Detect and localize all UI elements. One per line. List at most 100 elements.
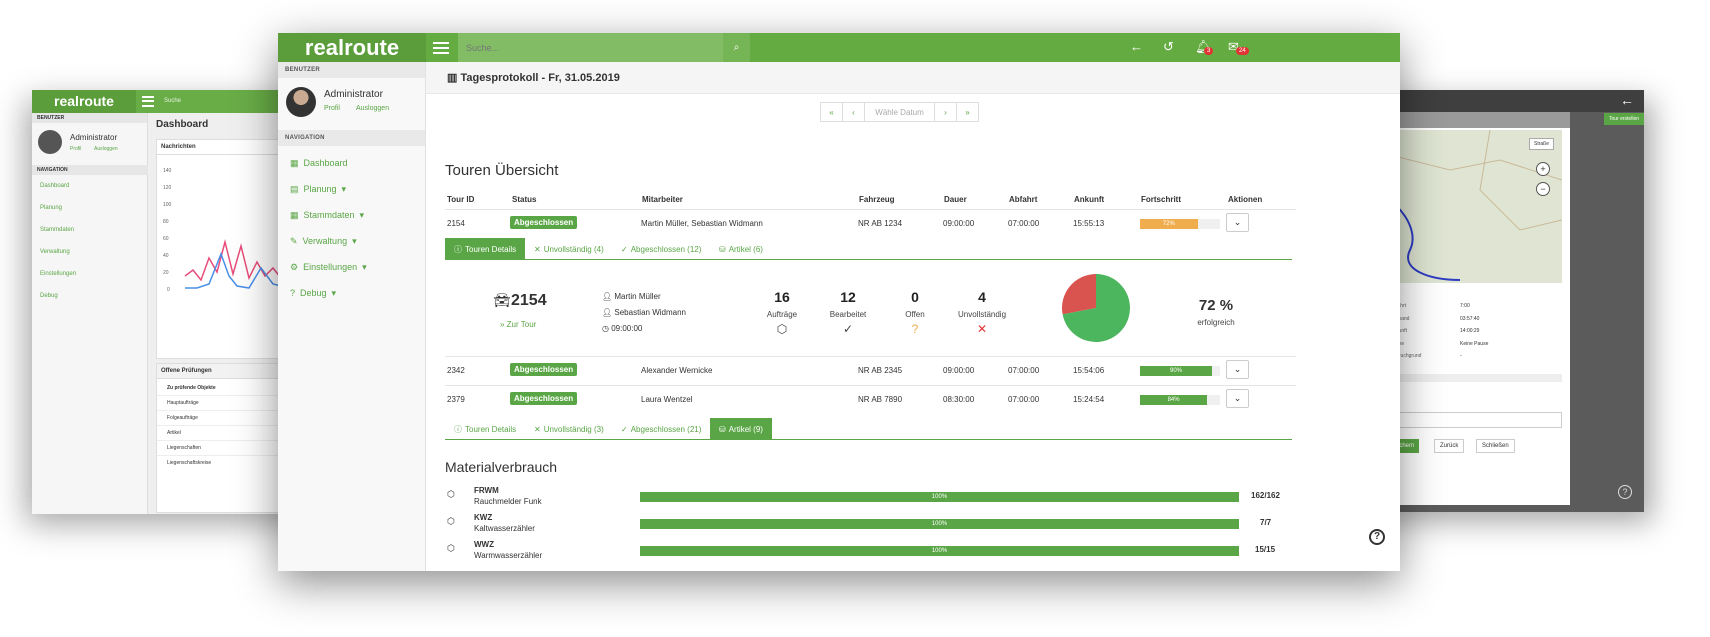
page-title-text: Tagesprotokoll - Fr, 31.05.2019 — [460, 72, 620, 84]
tab-completed[interactable]: ✓ Abgeschlossen (21) — [612, 418, 710, 440]
col-header: Fortschritt — [1141, 195, 1181, 204]
search-icon[interactable]: ⌕ — [723, 33, 750, 62]
progress-fill: 72% — [1140, 219, 1198, 229]
history-icon[interactable]: ↺ — [1163, 39, 1174, 54]
pie-slice-success — [1062, 274, 1130, 342]
check-item[interactable]: Hauptaufträge — [157, 395, 331, 410]
back-arrow-icon[interactable]: ← — [1620, 92, 1634, 108]
tab-incomplete[interactable]: ✕ Unvollständig (3) — [525, 418, 613, 440]
sidebar-item-label: Verwaltung — [302, 236, 348, 246]
expand-button[interactable]: ⌄ — [1226, 389, 1249, 408]
left-nav-debug[interactable]: Debug — [40, 293, 58, 299]
staff: Martin Müller, Sebastian Widmann — [641, 219, 763, 228]
duration: 08:30:00 — [943, 395, 975, 404]
tab-articles[interactable]: ⛁ Artikel (6) — [710, 238, 772, 260]
left-nav-planung[interactable]: Planung — [40, 205, 63, 211]
sidebar-item-label: Planung — [303, 184, 337, 194]
right-dialog: Tour erstellen Straße + − AbfahrtAufwand… — [1370, 112, 1644, 505]
material-progress: 100% — [640, 546, 1239, 556]
expand-button[interactable]: ⌄ — [1226, 213, 1249, 232]
left-logout-link[interactable]: Ausloggen — [94, 146, 118, 152]
person-name: Sebastian Widmann — [614, 308, 686, 317]
realroute-logo[interactable]: realroute — [278, 33, 426, 62]
map-layer-select[interactable]: Straße — [1528, 138, 1554, 150]
close-button[interactable]: Schließen — [1476, 439, 1515, 453]
help-icon[interactable]: ? — [1618, 485, 1632, 499]
go-to-tour-link[interactable]: » Zur Tour — [500, 320, 537, 329]
success-pie-chart — [1062, 274, 1130, 342]
sidebar-item-planung[interactable]: ▤ Planung ▾ — [278, 176, 425, 202]
zoom-in-icon[interactable]: + — [1536, 162, 1550, 176]
wrench-icon: ✎ — [290, 235, 298, 246]
progress-bar: 90% — [1140, 366, 1220, 376]
material-row: ⬡ WWZ Warmwasserzähler 100% 15/15 — [445, 540, 1295, 567]
logout-link[interactable]: Ausloggen — [356, 105, 390, 112]
table-row[interactable]: 2379 Abgeschlossen Laura Wentzel NR AB 7… — [445, 385, 1296, 413]
profile-link[interactable]: Profil — [324, 105, 340, 112]
date-picker[interactable]: Wähle Datum — [864, 102, 935, 122]
left-menu-icon[interactable] — [142, 96, 154, 107]
check-item[interactable]: Liegenschaften — [157, 440, 331, 455]
left-avatar — [38, 130, 62, 154]
navigation-heading: NAVIGATION — [278, 130, 425, 146]
next-date-button[interactable]: › — [934, 102, 957, 122]
sidebar: BENUTZER Administrator Profil Ausloggen … — [278, 62, 426, 571]
left-page-title: Dashboard — [156, 119, 209, 130]
mail-icon[interactable]: ✉ — [1228, 39, 1239, 54]
back-arrow-icon[interactable]: ← — [1130, 39, 1143, 54]
last-date-button[interactable]: » — [956, 102, 979, 122]
left-profile-link[interactable]: Profil — [70, 146, 82, 152]
y-tick: 140 — [163, 168, 172, 174]
prev-date-button[interactable]: ‹ — [842, 102, 865, 122]
first-date-button[interactable]: « — [820, 102, 843, 122]
tab-completed[interactable]: ✓ Abgeschlossen (12) — [612, 238, 710, 260]
tab-tour-details[interactable]: ⓘ Touren Details — [445, 418, 525, 440]
check-item[interactable]: Liegenschaftskreise — [157, 455, 331, 470]
create-tour-button[interactable]: Tour erstellen — [1603, 113, 1644, 125]
sidebar-item-dashboard[interactable]: ▦ Dashboard — [278, 150, 425, 176]
table-row[interactable]: 2154 Abgeschlossen Martin Müller, Sebast… — [445, 209, 1296, 237]
departure: 07:00:00 — [1008, 366, 1040, 375]
left-nav-dashboard[interactable]: Dashboard — [40, 183, 70, 189]
table-row[interactable]: 2342 Abgeschlossen Alexander Wernicke NR… — [445, 356, 1296, 384]
search-input[interactable] — [458, 33, 723, 62]
x-icon: ✕ — [976, 322, 988, 336]
sidebar-item-debug[interactable]: ? Debug ▾ — [278, 280, 425, 306]
left-search[interactable]: Suche — [164, 98, 182, 104]
left-nav-verwaltung[interactable]: Verwaltung — [40, 249, 70, 255]
route-map[interactable]: Straße + − — [1370, 130, 1562, 283]
zoom-out-icon[interactable]: − — [1536, 182, 1550, 196]
col-header: Abfahrt — [1009, 195, 1038, 204]
left-nav-stammdaten[interactable]: Stammdaten — [40, 227, 75, 233]
expand-button[interactable]: ⌄ — [1226, 360, 1249, 379]
hamburger-menu-icon[interactable] — [426, 33, 455, 62]
sidebar-item-stammdaten[interactable]: ▦ Stammdaten ▾ — [278, 202, 425, 228]
tab-articles[interactable]: ⛁ Artikel (9) — [710, 418, 772, 440]
material-row: ⬡ KWZ Kaltwasserzähler 100% 7/7 — [445, 513, 1295, 540]
help-icon[interactable]: ? — [1369, 529, 1385, 545]
check-item[interactable]: Folgeaufträge — [157, 410, 331, 425]
boxes-icon: ⛁ — [719, 424, 726, 434]
info-value: - — [1460, 353, 1462, 359]
stat-label: Bearbeitet — [829, 310, 867, 319]
main-window: realroute ⌕ ← ↺ 🔔︎ 3 ✉ 24 BENUTZER Admin… — [278, 33, 1400, 571]
left-nav-einstellungen[interactable]: Einstellungen — [40, 271, 77, 277]
back-button[interactable]: Zurück — [1434, 439, 1465, 453]
check-item[interactable]: Artikel — [157, 425, 331, 440]
progress-fill: 90% — [1140, 366, 1212, 376]
tab-incomplete[interactable]: ✕ Unvollständig (4) — [525, 238, 613, 260]
calendar-icon: ▤ — [290, 183, 299, 194]
vehicle: NR AB 2345 — [858, 366, 903, 375]
material-progress: 100% — [640, 492, 1239, 502]
sidebar-item-verwaltung[interactable]: ✎ Verwaltung ▾ — [278, 228, 425, 254]
tab-label: Abgeschlossen (12) — [630, 244, 702, 254]
progress-bar: 84% — [1140, 395, 1220, 405]
info-icon: ⓘ — [454, 244, 462, 254]
sidebar-item-einstellungen[interactable]: ⚙ Einstellungen ▾ — [278, 254, 425, 280]
box-icon: ⬡ — [447, 489, 455, 499]
duration: 09:00:00 — [943, 366, 975, 375]
tab-tour-details[interactable]: ⓘ Touren Details — [445, 238, 526, 260]
arrival: 15:54:06 — [1073, 366, 1105, 375]
gear-icon: ⚙ — [290, 261, 299, 272]
info-value: 03:57:40 — [1460, 315, 1480, 322]
